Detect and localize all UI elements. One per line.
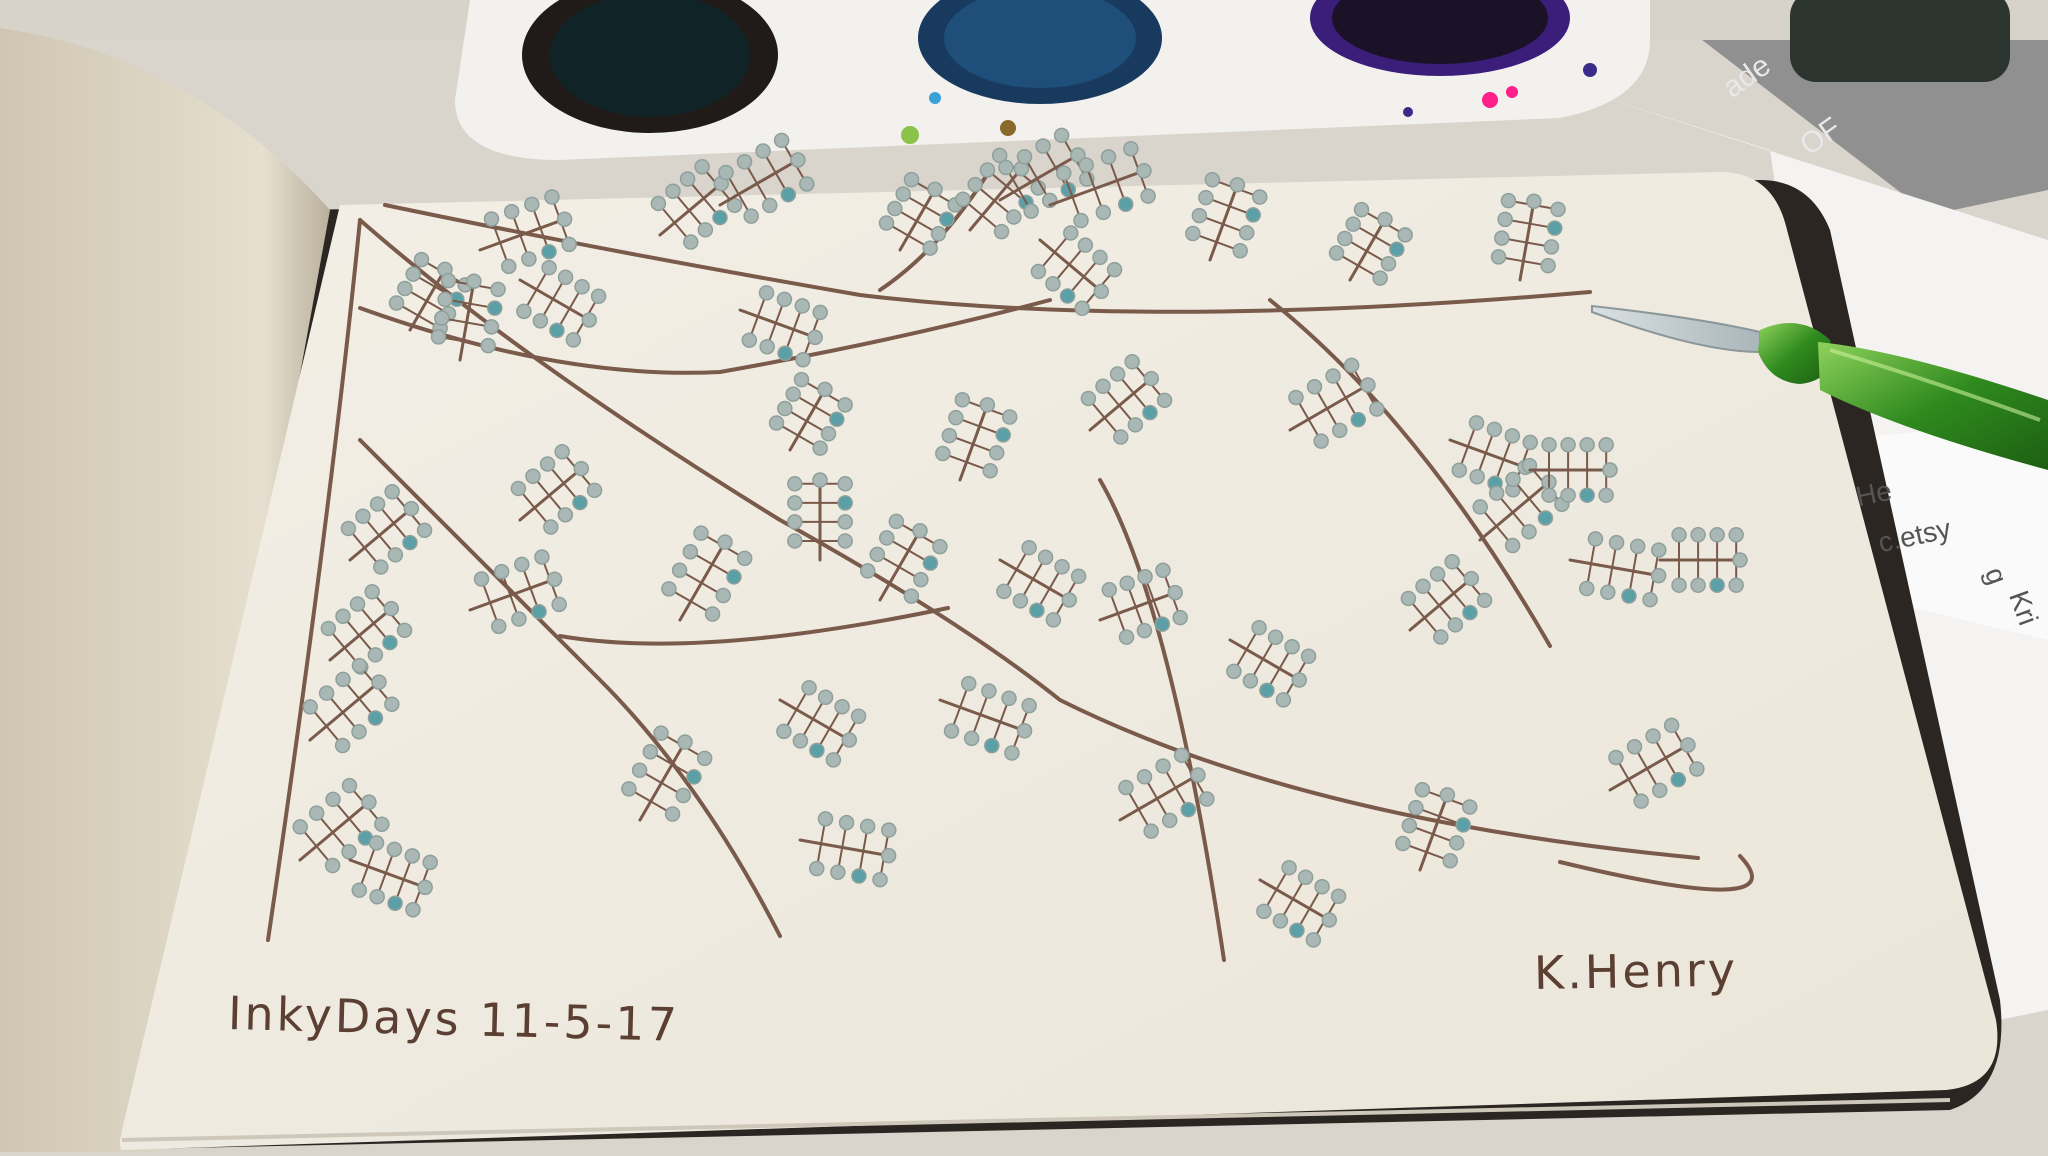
- left-page: [0, 28, 330, 1152]
- artist-signature: K.Henry: [1533, 942, 1739, 1000]
- branch-drawing: [266, 127, 1754, 962]
- watercolor-palette-icon: [455, 0, 1650, 160]
- sketch-page: [120, 172, 1998, 1150]
- ink-bottle: [1790, 0, 2010, 82]
- glass-dip-pen-icon: [1591, 304, 2048, 470]
